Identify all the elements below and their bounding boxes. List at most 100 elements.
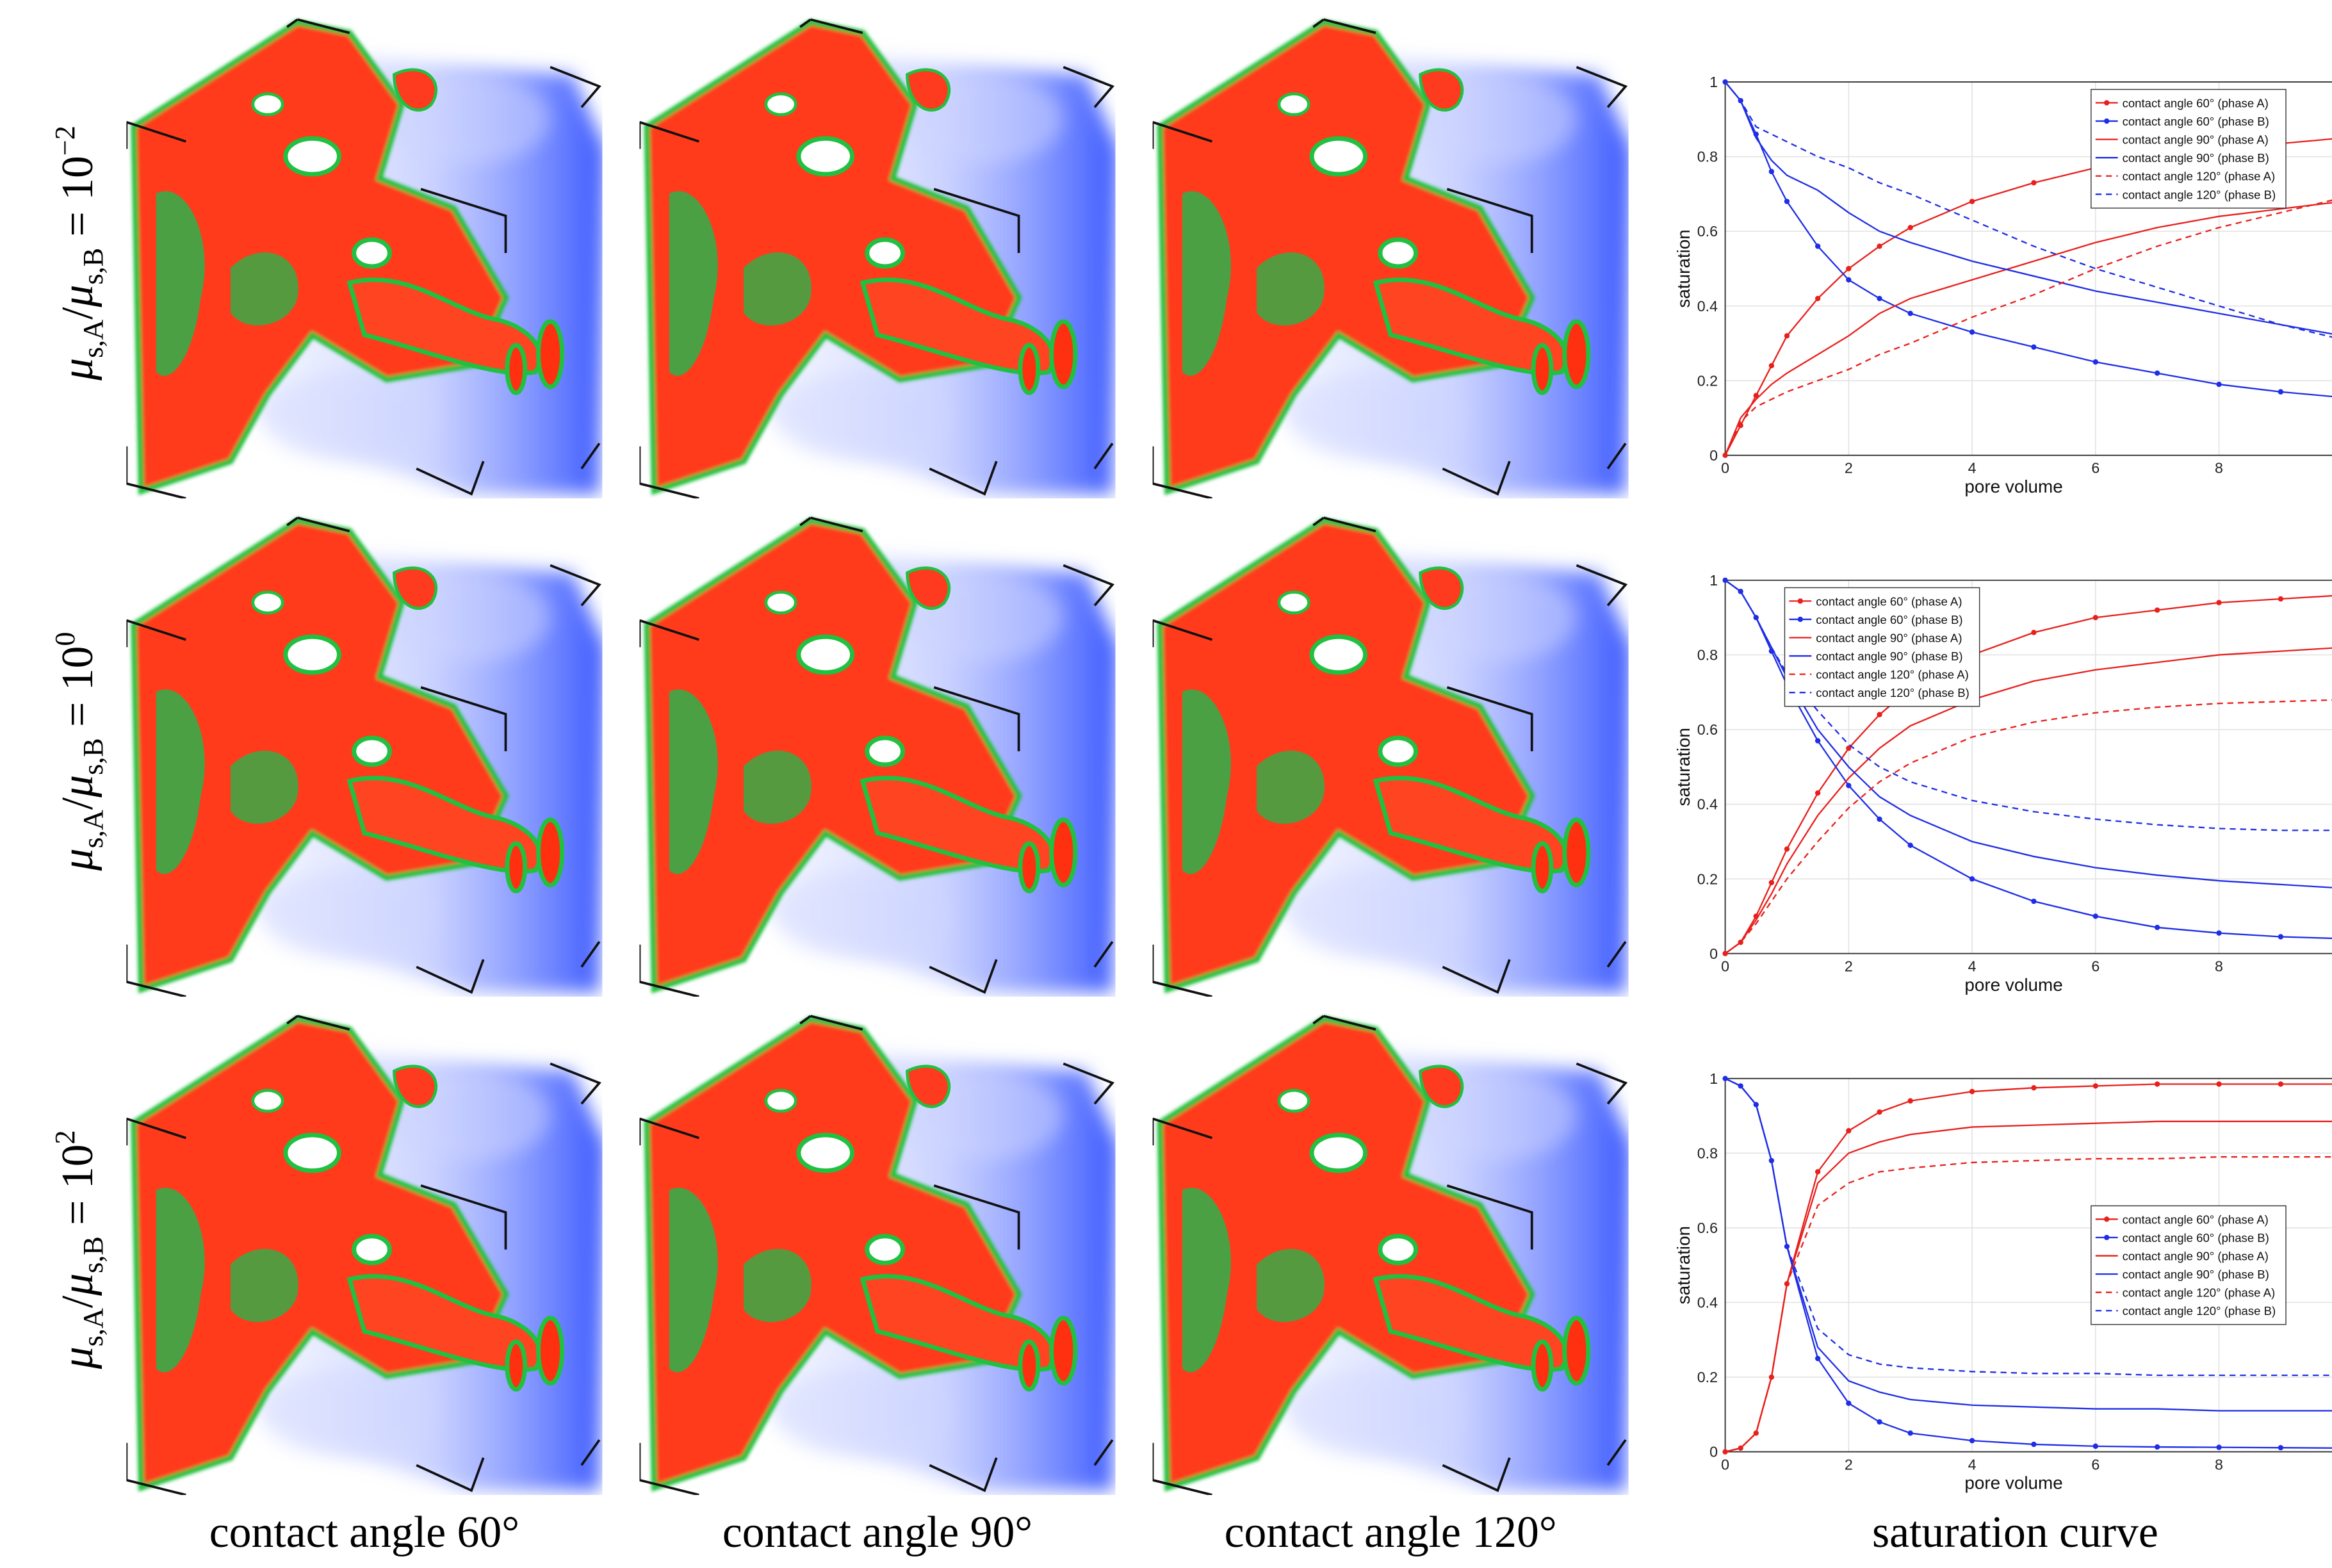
x-tick-label: 0 — [1721, 958, 1729, 975]
y-tick-label: 0.6 — [1697, 721, 1718, 738]
series-marker — [1846, 1128, 1851, 1133]
series-marker — [2093, 615, 2098, 620]
series-marker — [2155, 370, 2160, 375]
series-marker — [1769, 363, 1774, 368]
x-tick-label: 2 — [1845, 958, 1853, 975]
row-label: μs,A/μs,B = 100 — [49, 632, 109, 872]
row-label: μs,A/μs,B = 102 — [49, 1130, 109, 1369]
row-label-part: μ — [53, 1273, 102, 1296]
series-marker — [1815, 1356, 1820, 1361]
row-label-part: 2 — [49, 1130, 81, 1144]
series-marker — [2278, 1081, 2283, 1086]
legend-label: contact angle 90° (phase B) — [2123, 151, 2269, 165]
y-tick-label: 0.2 — [1697, 1369, 1718, 1385]
y-tick-label: 0 — [1709, 945, 1718, 962]
legend-label: contact angle 60° (phase A) — [1816, 594, 1962, 608]
series-marker — [1815, 296, 1820, 301]
series-marker — [2031, 630, 2036, 635]
series-marker — [1769, 169, 1774, 174]
legend-label: contact angle 120° (phase B) — [1816, 686, 1969, 699]
row-label-part: s,B — [77, 738, 109, 775]
legend-label: contact angle 120° (phase A) — [2123, 1286, 2276, 1300]
legend-label: contact angle 60° (phase A) — [2123, 96, 2269, 110]
saturation-chart: 00.20.40.60.8102468pore volumesaturation… — [1674, 1070, 2332, 1493]
series-marker — [1784, 846, 1790, 851]
render-image — [1153, 19, 1632, 498]
series-marker — [2216, 382, 2221, 387]
saturation-chart: 00.20.40.60.8102468pore volumesaturation… — [1674, 572, 2332, 995]
series-marker — [2093, 1083, 2098, 1088]
series-marker — [2031, 1442, 2036, 1447]
series-marker — [1784, 199, 1790, 204]
series-marker — [1846, 277, 1851, 282]
row-label-part: s,B — [77, 1236, 109, 1273]
renders — [126, 19, 1631, 1494]
y-tick-label: 0.8 — [1697, 149, 1718, 165]
row-label-part: μ — [53, 848, 102, 871]
y-tick-label: 0 — [1709, 447, 1718, 464]
legend-label: contact angle 90° (phase B) — [1816, 649, 1962, 663]
series-marker — [1969, 329, 1975, 334]
legend-label: contact angle 90° (phase A) — [2123, 133, 2269, 147]
y-tick-label: 1 — [1709, 572, 1718, 589]
series-marker — [2155, 607, 2160, 612]
series-marker — [1846, 783, 1851, 788]
series-marker — [1877, 1109, 1882, 1115]
row-label-part: 0 — [49, 632, 81, 646]
row-label-part: / — [53, 1295, 102, 1308]
row-label-part: = 10 — [53, 646, 102, 739]
series-marker — [2031, 899, 2036, 904]
legend-marker — [2104, 1216, 2109, 1221]
series-marker — [2093, 1444, 2098, 1449]
y-tick-label: 1 — [1709, 1070, 1718, 1087]
render-image — [639, 19, 1118, 498]
series-marker — [2093, 359, 2098, 364]
legend-marker — [2104, 100, 2109, 105]
x-tick-label: 2 — [1845, 460, 1853, 477]
row-label-part: μ — [53, 285, 102, 308]
row-label-part: / — [53, 797, 102, 810]
series-marker — [1815, 738, 1820, 743]
series-marker — [1969, 1438, 1975, 1443]
x-axis-label: pore volume — [1964, 1473, 2062, 1493]
series-marker — [2278, 596, 2283, 601]
row-label-part: μ — [53, 1346, 102, 1369]
x-tick-label: 4 — [1968, 460, 1977, 477]
y-axis-label: saturation — [1674, 728, 1693, 806]
series-marker — [1769, 880, 1774, 885]
render-image — [639, 1016, 1118, 1495]
page: Saturation figure { "column_labels": ["c… — [0, 0, 2332, 1568]
row-label-part: = 10 — [53, 156, 102, 248]
column-label: contact angle 90° — [722, 1508, 1032, 1557]
legend-marker — [2104, 118, 2109, 124]
y-tick-label: 0 — [1709, 1444, 1718, 1460]
x-tick-label: 2 — [1845, 1456, 1853, 1473]
series-marker — [2031, 345, 2036, 350]
series-marker — [2278, 934, 2283, 939]
row-label-part: = 10 — [53, 1144, 102, 1236]
row-label-part: μ — [53, 775, 102, 798]
series-marker — [1846, 1401, 1851, 1406]
y-tick-label: 0.8 — [1697, 1145, 1718, 1161]
x-tick-label: 6 — [2091, 958, 2100, 975]
series-marker — [2093, 913, 2098, 919]
series-marker — [2278, 389, 2283, 395]
series-marker — [1846, 266, 1851, 271]
legend-label: contact angle 90° (phase A) — [1816, 631, 1962, 644]
series-marker — [2031, 180, 2036, 185]
render-image — [1153, 1016, 1632, 1495]
legend-label: contact angle 120° (phase B) — [2123, 1304, 2276, 1318]
x-axis-label: pore volume — [1964, 477, 2062, 496]
series-marker — [1908, 1430, 1913, 1435]
series-marker — [1815, 790, 1820, 796]
y-tick-label: 0.6 — [1697, 1220, 1718, 1236]
series-marker — [1722, 1076, 1727, 1081]
row-label-part: −2 — [49, 126, 81, 156]
legend-label: contact angle 120° (phase A) — [2123, 170, 2276, 183]
series-marker — [2155, 1444, 2160, 1450]
row-label-part: s,A — [77, 1308, 109, 1346]
render-image — [1153, 518, 1632, 997]
series-marker — [1908, 225, 1913, 230]
render-image — [126, 19, 605, 498]
row-label-part: s,A — [77, 810, 109, 848]
